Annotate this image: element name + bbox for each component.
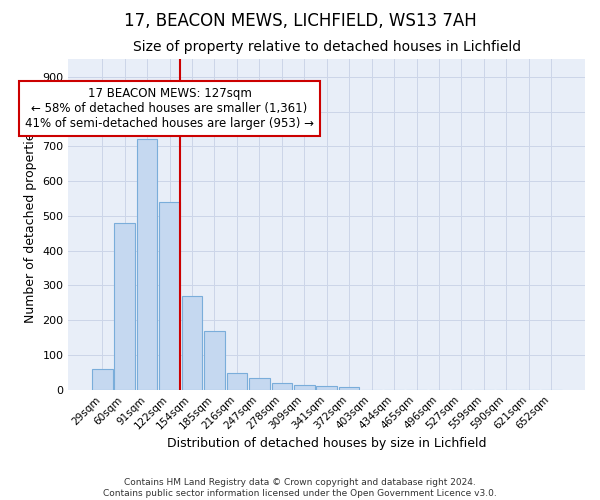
Bar <box>182 296 202 390</box>
Bar <box>204 330 225 390</box>
Text: Contains HM Land Registry data © Crown copyright and database right 2024.
Contai: Contains HM Land Registry data © Crown c… <box>103 478 497 498</box>
Bar <box>339 387 359 390</box>
X-axis label: Distribution of detached houses by size in Lichfield: Distribution of detached houses by size … <box>167 437 487 450</box>
Title: Size of property relative to detached houses in Lichfield: Size of property relative to detached ho… <box>133 40 521 54</box>
Bar <box>249 378 270 390</box>
Bar <box>115 223 135 390</box>
Text: 17, BEACON MEWS, LICHFIELD, WS13 7AH: 17, BEACON MEWS, LICHFIELD, WS13 7AH <box>124 12 476 30</box>
Bar <box>159 202 180 390</box>
Bar <box>92 369 113 390</box>
Bar <box>137 140 157 390</box>
Bar <box>316 386 337 390</box>
Y-axis label: Number of detached properties: Number of detached properties <box>24 126 37 323</box>
Bar <box>227 373 247 390</box>
Bar <box>272 384 292 390</box>
Text: 17 BEACON MEWS: 127sqm
← 58% of detached houses are smaller (1,361)
41% of semi-: 17 BEACON MEWS: 127sqm ← 58% of detached… <box>25 87 314 130</box>
Bar <box>294 384 314 390</box>
